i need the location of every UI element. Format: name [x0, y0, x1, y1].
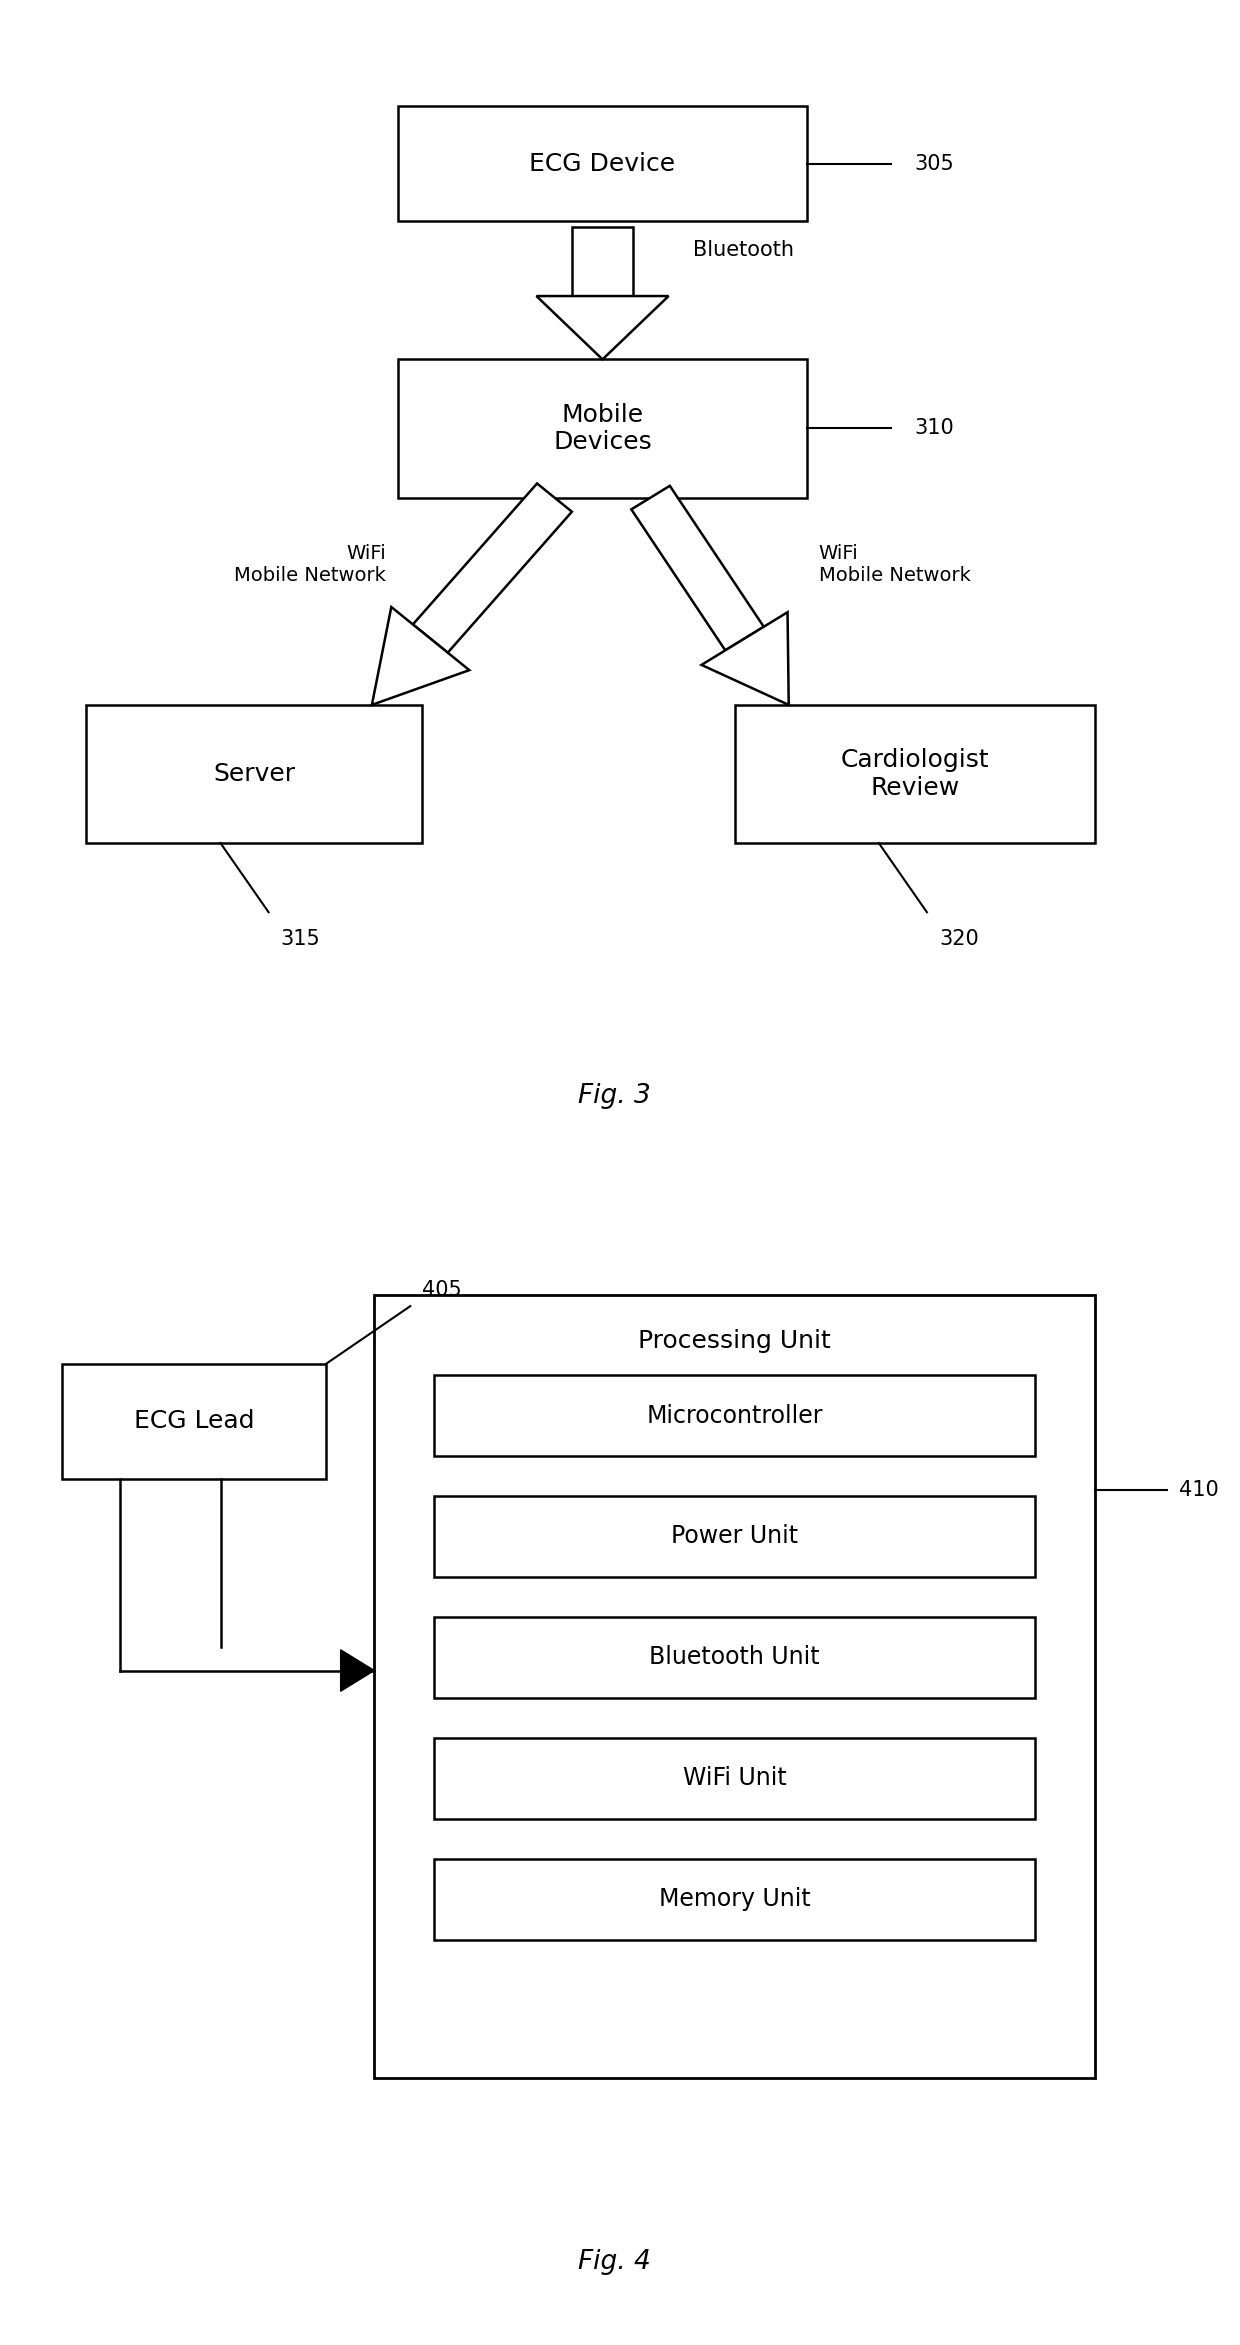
Text: Bluetooth: Bluetooth [693, 239, 794, 260]
FancyBboxPatch shape [398, 106, 807, 220]
Text: Memory Unit: Memory Unit [658, 1888, 811, 1911]
FancyBboxPatch shape [434, 1618, 1035, 1698]
Polygon shape [372, 607, 469, 706]
Text: 410: 410 [1179, 1480, 1219, 1501]
Text: Processing Unit: Processing Unit [639, 1330, 831, 1353]
Text: 315: 315 [280, 929, 320, 950]
Text: Fig. 4: Fig. 4 [578, 2249, 651, 2275]
Text: Microcontroller: Microcontroller [646, 1405, 823, 1428]
Text: 320: 320 [939, 929, 978, 950]
Text: ECG Device: ECG Device [529, 152, 676, 176]
FancyBboxPatch shape [374, 1294, 1095, 2078]
Polygon shape [631, 485, 764, 650]
Polygon shape [413, 483, 572, 652]
Text: 305: 305 [915, 155, 955, 174]
Text: 405: 405 [423, 1280, 463, 1301]
Text: Power Unit: Power Unit [671, 1524, 799, 1548]
FancyBboxPatch shape [434, 1860, 1035, 1939]
FancyBboxPatch shape [86, 706, 423, 844]
FancyBboxPatch shape [434, 1738, 1035, 1820]
FancyBboxPatch shape [434, 1496, 1035, 1576]
Text: WiFi
Mobile Network: WiFi Mobile Network [818, 544, 971, 584]
FancyBboxPatch shape [434, 1374, 1035, 1456]
FancyBboxPatch shape [734, 706, 1095, 844]
Text: 310: 310 [915, 417, 955, 439]
Text: WiFi
Mobile Network: WiFi Mobile Network [234, 544, 387, 584]
FancyBboxPatch shape [398, 359, 807, 497]
Text: Fig. 3: Fig. 3 [578, 1083, 651, 1109]
Text: Server: Server [213, 762, 295, 786]
Text: Bluetooth Unit: Bluetooth Unit [650, 1646, 820, 1670]
Polygon shape [537, 295, 668, 359]
Text: Mobile
Devices: Mobile Devices [553, 403, 652, 455]
Text: WiFi Unit: WiFi Unit [683, 1766, 786, 1789]
FancyBboxPatch shape [62, 1365, 326, 1480]
Polygon shape [702, 612, 789, 706]
Polygon shape [341, 1651, 374, 1691]
Polygon shape [573, 227, 632, 295]
Text: Cardiologist
Review: Cardiologist Review [841, 748, 990, 800]
Text: ECG Lead: ECG Lead [134, 1409, 254, 1433]
